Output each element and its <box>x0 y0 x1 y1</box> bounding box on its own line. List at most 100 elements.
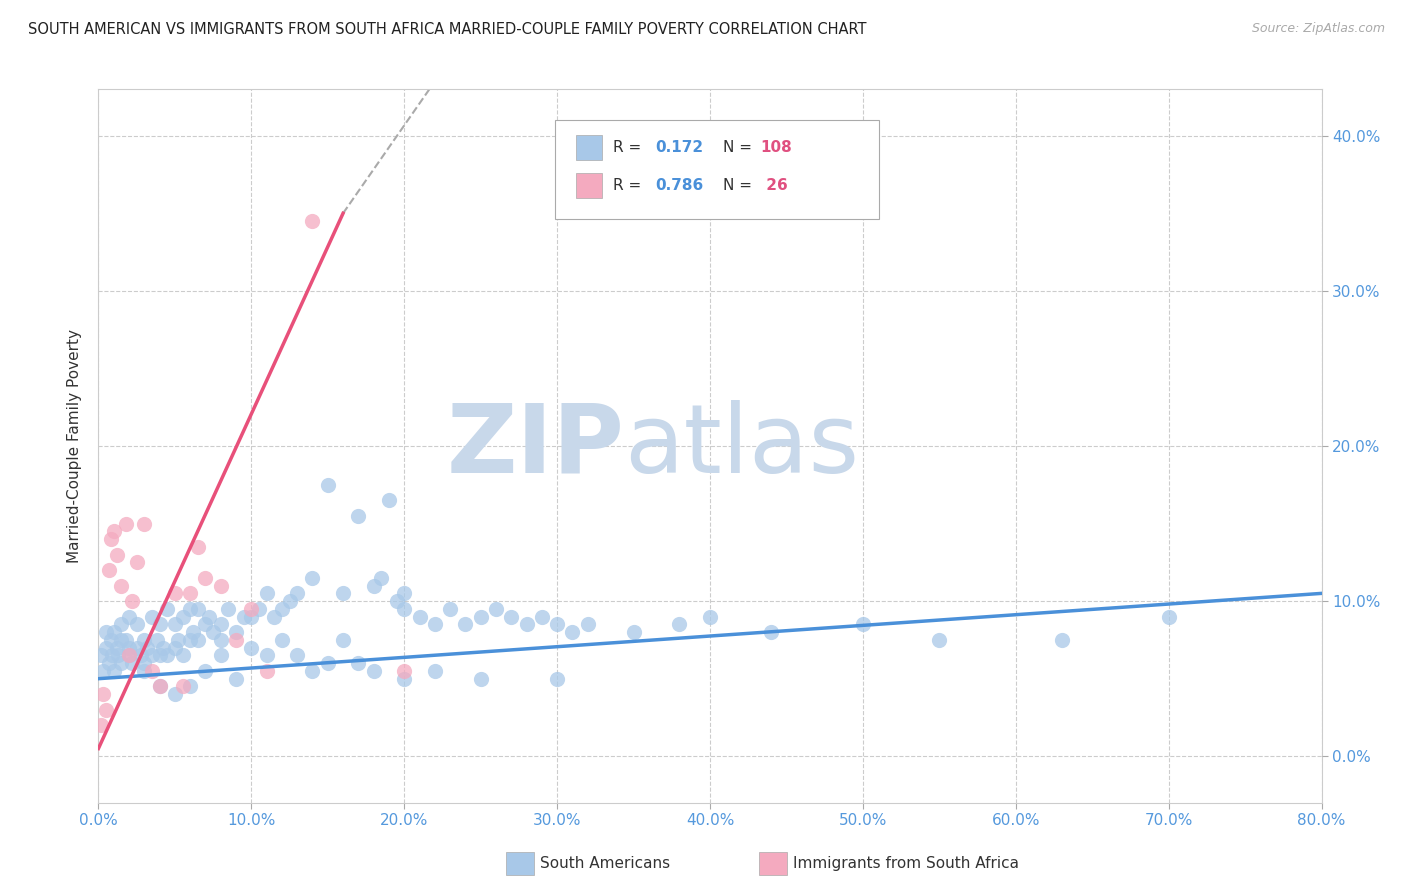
Point <box>100 532 122 546</box>
Point <box>363 664 385 678</box>
Point <box>121 656 143 670</box>
Point <box>145 632 167 647</box>
Point <box>115 516 138 531</box>
Point <box>332 632 354 647</box>
Point <box>197 609 219 624</box>
Text: Source: ZipAtlas.com: Source: ZipAtlas.com <box>1251 22 1385 36</box>
Point <box>240 609 263 624</box>
Text: Immigrants from South Africa: Immigrants from South Africa <box>793 856 1019 871</box>
Point <box>101 648 124 663</box>
Point <box>301 571 323 585</box>
Point <box>256 648 278 663</box>
Point <box>392 664 416 678</box>
Point <box>485 602 508 616</box>
Point <box>285 586 308 600</box>
Point <box>392 672 416 686</box>
Point <box>270 632 294 647</box>
Point <box>125 555 148 569</box>
Text: South Americans: South Americans <box>540 856 671 871</box>
Point <box>225 672 247 686</box>
Point <box>392 602 416 616</box>
Point <box>240 640 263 655</box>
Point <box>179 602 201 616</box>
Point <box>156 602 179 616</box>
Point <box>530 609 553 624</box>
Point <box>149 680 172 694</box>
Point <box>240 602 263 616</box>
Point <box>125 640 148 655</box>
Point <box>107 648 129 663</box>
Point <box>928 632 950 647</box>
Text: N =: N = <box>723 140 752 154</box>
Point <box>263 609 285 624</box>
Point <box>247 602 270 616</box>
Point <box>172 680 194 694</box>
Point <box>118 648 141 663</box>
Text: 26: 26 <box>761 178 787 193</box>
Point <box>125 617 148 632</box>
Point <box>699 609 721 624</box>
Point <box>121 594 143 608</box>
Point <box>94 640 117 655</box>
Point <box>141 664 163 678</box>
Point <box>94 703 117 717</box>
Point <box>470 672 492 686</box>
Point <box>194 571 217 585</box>
Point <box>209 579 232 593</box>
Text: atlas: atlas <box>624 400 859 492</box>
Point <box>623 625 645 640</box>
Point <box>134 516 156 531</box>
Point <box>103 524 125 539</box>
Point <box>141 648 163 663</box>
Point <box>439 602 461 616</box>
Point <box>187 540 209 554</box>
Point <box>256 664 278 678</box>
Point <box>149 648 172 663</box>
Point <box>301 664 323 678</box>
Point <box>149 617 172 632</box>
Point <box>103 625 125 640</box>
Point <box>91 687 114 701</box>
Point <box>163 640 186 655</box>
Point <box>546 617 568 632</box>
Point <box>94 625 117 640</box>
Point <box>110 579 132 593</box>
Point <box>179 632 201 647</box>
Point <box>105 548 128 562</box>
Point <box>163 687 186 701</box>
Point <box>385 594 408 608</box>
Point <box>278 594 301 608</box>
Text: R =: R = <box>613 178 647 193</box>
Point <box>316 656 339 670</box>
Point <box>152 640 174 655</box>
Point <box>225 625 247 640</box>
Point <box>378 493 401 508</box>
Point <box>852 617 875 632</box>
Point <box>1157 609 1180 624</box>
Point <box>105 640 128 655</box>
Point <box>141 609 163 624</box>
Point <box>202 625 225 640</box>
Point <box>100 632 122 647</box>
Point <box>179 680 201 694</box>
Point <box>163 586 186 600</box>
Text: 0.172: 0.172 <box>655 140 703 154</box>
Point <box>103 664 125 678</box>
Point <box>118 648 141 663</box>
Point <box>408 609 430 624</box>
Point <box>316 477 339 491</box>
Point <box>256 586 278 600</box>
Point <box>149 680 172 694</box>
Point <box>118 640 141 655</box>
Point <box>370 571 392 585</box>
Point <box>98 563 121 577</box>
Text: 0.786: 0.786 <box>655 178 703 193</box>
Point <box>1050 632 1073 647</box>
Point <box>163 617 186 632</box>
Point <box>576 617 599 632</box>
Point <box>347 508 370 523</box>
Point <box>217 602 239 616</box>
Text: 108: 108 <box>761 140 793 154</box>
Point <box>91 664 114 678</box>
Point <box>90 718 112 732</box>
